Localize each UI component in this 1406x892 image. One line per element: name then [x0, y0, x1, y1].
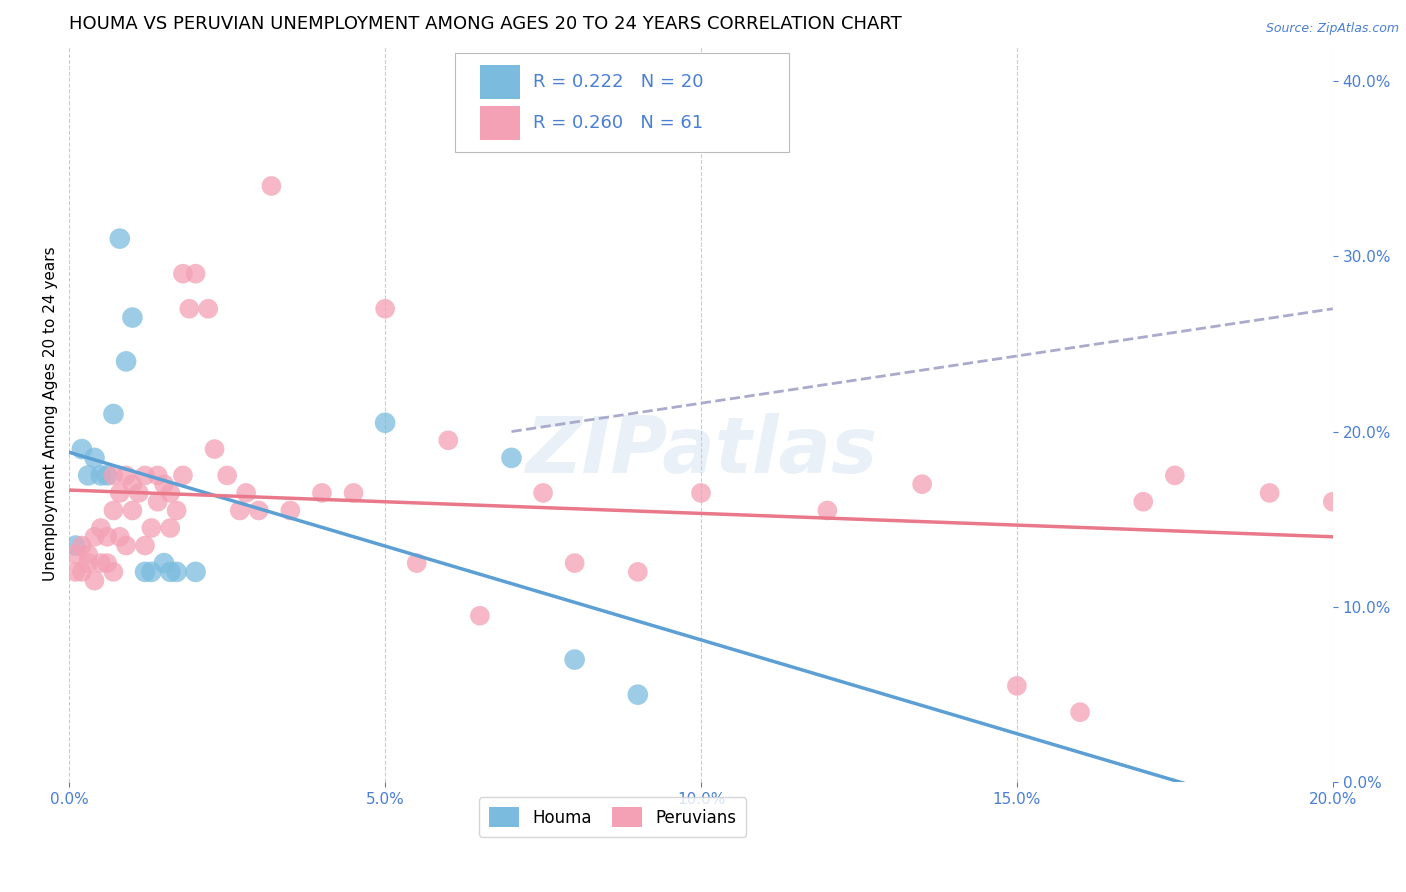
Text: R = 0.260   N = 61: R = 0.260 N = 61 — [533, 114, 703, 132]
Point — [134, 468, 156, 483]
Point — [121, 503, 143, 517]
Point — [184, 565, 207, 579]
FancyBboxPatch shape — [479, 106, 520, 140]
Legend: Houma, Peruvians: Houma, Peruvians — [479, 797, 747, 837]
Text: Source: ZipAtlas.com: Source: ZipAtlas.com — [1265, 22, 1399, 36]
Point — [184, 267, 207, 281]
FancyBboxPatch shape — [479, 65, 520, 99]
Point — [280, 503, 302, 517]
Point — [153, 556, 176, 570]
Point — [141, 565, 163, 579]
Point — [1164, 468, 1187, 483]
Point — [146, 468, 169, 483]
Point — [374, 301, 396, 316]
Point — [260, 179, 283, 194]
Point — [342, 486, 364, 500]
Point — [108, 486, 131, 500]
Point — [197, 301, 219, 316]
Point — [204, 442, 226, 456]
Point — [65, 539, 87, 553]
Point — [70, 539, 93, 553]
Point — [405, 556, 427, 570]
Point — [141, 521, 163, 535]
Point — [103, 407, 125, 421]
Point — [179, 301, 201, 316]
Point — [627, 688, 650, 702]
Point — [134, 539, 156, 553]
Point — [90, 468, 112, 483]
Point — [65, 547, 87, 561]
Point — [247, 503, 270, 517]
Point — [83, 574, 105, 588]
Point — [564, 556, 586, 570]
Point — [564, 652, 586, 666]
Point — [501, 450, 523, 465]
Point — [159, 486, 181, 500]
Point — [115, 468, 138, 483]
Text: HOUMA VS PERUVIAN UNEMPLOYMENT AMONG AGES 20 TO 24 YEARS CORRELATION CHART: HOUMA VS PERUVIAN UNEMPLOYMENT AMONG AGE… — [69, 15, 903, 33]
Point — [77, 468, 100, 483]
FancyBboxPatch shape — [454, 53, 789, 153]
Point — [90, 521, 112, 535]
Point — [911, 477, 934, 491]
Point — [217, 468, 239, 483]
Point — [311, 486, 333, 500]
Point — [121, 310, 143, 325]
Point — [103, 468, 125, 483]
Point — [96, 556, 118, 570]
Point — [229, 503, 252, 517]
Point — [166, 565, 188, 579]
Point — [65, 565, 87, 579]
Point — [1069, 705, 1091, 719]
Point — [103, 503, 125, 517]
Point — [815, 503, 838, 517]
Point — [115, 354, 138, 368]
Point — [159, 521, 181, 535]
Point — [108, 530, 131, 544]
Point — [1005, 679, 1028, 693]
Point — [70, 565, 93, 579]
Point — [690, 486, 713, 500]
Point — [83, 530, 105, 544]
Text: R = 0.222   N = 20: R = 0.222 N = 20 — [533, 73, 703, 91]
Point — [166, 503, 188, 517]
Point — [468, 608, 491, 623]
Point — [1322, 494, 1344, 508]
Point — [1132, 494, 1154, 508]
Point — [90, 556, 112, 570]
Point — [134, 565, 156, 579]
Point — [96, 468, 118, 483]
Point — [437, 434, 460, 448]
Point — [83, 450, 105, 465]
Point — [96, 530, 118, 544]
Point — [77, 556, 100, 570]
Point — [146, 494, 169, 508]
Point — [153, 477, 176, 491]
Point — [77, 547, 100, 561]
Point — [235, 486, 257, 500]
Point — [103, 565, 125, 579]
Point — [627, 565, 650, 579]
Point — [108, 231, 131, 245]
Point — [70, 442, 93, 456]
Point — [172, 468, 194, 483]
Point — [128, 486, 150, 500]
Point — [172, 267, 194, 281]
Point — [121, 477, 143, 491]
Y-axis label: Unemployment Among Ages 20 to 24 years: Unemployment Among Ages 20 to 24 years — [44, 247, 58, 582]
Point — [531, 486, 554, 500]
Point — [374, 416, 396, 430]
Point — [115, 539, 138, 553]
Text: ZIPatlas: ZIPatlas — [524, 413, 877, 489]
Point — [1258, 486, 1281, 500]
Point — [159, 565, 181, 579]
